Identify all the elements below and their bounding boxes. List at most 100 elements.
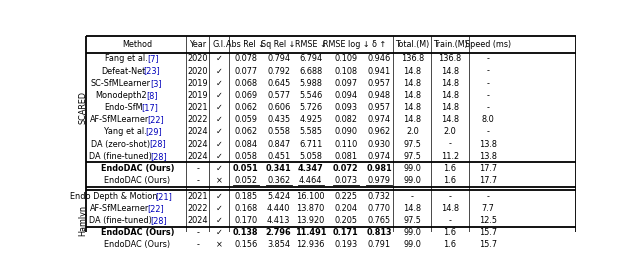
Text: Yang et al.: Yang et al. (104, 127, 147, 136)
Text: EndoDAC (Ours): EndoDAC (Ours) (100, 228, 174, 237)
Text: 12.936: 12.936 (296, 240, 325, 250)
Text: 2.0: 2.0 (444, 127, 456, 136)
Text: Speed (ms): Speed (ms) (465, 40, 511, 49)
Text: Fang et al.: Fang et al. (105, 54, 148, 63)
Text: ×: × (216, 176, 223, 185)
Text: 0.058: 0.058 (234, 152, 257, 161)
Text: [22]: [22] (147, 204, 164, 213)
Text: 13.8: 13.8 (479, 152, 497, 161)
Text: -: - (196, 228, 199, 237)
Text: [3]: [3] (150, 79, 162, 88)
Text: 0.451: 0.451 (267, 152, 291, 161)
Text: 0.062: 0.062 (234, 127, 257, 136)
Text: 5.988: 5.988 (299, 79, 322, 88)
Text: ✓: ✓ (216, 204, 223, 213)
Text: ✓: ✓ (216, 164, 223, 173)
Text: 0.765: 0.765 (368, 216, 391, 225)
Text: 14.8: 14.8 (441, 204, 459, 213)
Text: 0.981: 0.981 (367, 164, 392, 173)
Text: 2024: 2024 (188, 216, 208, 225)
Text: 15.7: 15.7 (479, 240, 497, 250)
Text: 0.059: 0.059 (234, 115, 257, 124)
Text: G.I.: G.I. (212, 40, 226, 49)
Text: 0.168: 0.168 (234, 204, 257, 213)
Text: ✓: ✓ (216, 67, 223, 76)
Text: 0.077: 0.077 (234, 67, 257, 76)
Text: 14.8: 14.8 (403, 204, 421, 213)
Text: -: - (196, 240, 199, 250)
Text: 5.058: 5.058 (299, 152, 322, 161)
Text: 17.7: 17.7 (479, 176, 497, 185)
Text: DA (zero-shot): DA (zero-shot) (92, 140, 150, 149)
Text: 0.204: 0.204 (334, 204, 357, 213)
Text: 15.7: 15.7 (479, 228, 497, 237)
Text: -: - (486, 192, 490, 201)
Text: 0.948: 0.948 (368, 91, 391, 100)
Text: ✓: ✓ (216, 91, 223, 100)
Text: 0.108: 0.108 (334, 67, 357, 76)
Text: Train.(M): Train.(M) (433, 40, 467, 49)
Text: 99.0: 99.0 (403, 164, 421, 173)
Text: [28]: [28] (149, 140, 166, 149)
Text: Endo-SfM: Endo-SfM (104, 103, 143, 112)
Text: 0.082: 0.082 (334, 115, 357, 124)
Text: ✓: ✓ (216, 54, 223, 63)
Text: RMSE ↓: RMSE ↓ (295, 40, 326, 49)
Text: 14.8: 14.8 (403, 103, 421, 112)
Text: 0.062: 0.062 (234, 103, 257, 112)
Text: 97.5: 97.5 (403, 140, 421, 149)
Text: 97.5: 97.5 (403, 152, 421, 161)
Text: -: - (486, 67, 490, 76)
Text: 0.962: 0.962 (368, 127, 391, 136)
Text: 16.100: 16.100 (296, 192, 325, 201)
Text: 0.792: 0.792 (267, 67, 290, 76)
Text: 2022: 2022 (188, 115, 208, 124)
Text: -: - (486, 103, 490, 112)
Text: -: - (196, 164, 199, 173)
Text: AF-SfMLearner: AF-SfMLearner (90, 115, 149, 124)
Text: -: - (486, 127, 490, 136)
Text: 0.979: 0.979 (368, 176, 391, 185)
Text: 0.974: 0.974 (368, 152, 391, 161)
Text: 0.156: 0.156 (234, 240, 257, 250)
Text: ✓: ✓ (216, 115, 223, 124)
Text: 136.8: 136.8 (438, 54, 461, 63)
Text: -: - (449, 216, 451, 225)
Text: 6.688: 6.688 (299, 67, 323, 76)
Text: [22]: [22] (147, 115, 164, 124)
Text: 0.645: 0.645 (267, 79, 291, 88)
Text: 6.711: 6.711 (299, 140, 323, 149)
Text: 5.585: 5.585 (299, 127, 322, 136)
Text: 17.7: 17.7 (479, 164, 497, 173)
Text: Year: Year (189, 40, 206, 49)
Text: [7]: [7] (147, 54, 159, 63)
Text: 2.0: 2.0 (406, 127, 419, 136)
Text: [17]: [17] (141, 103, 157, 112)
Text: ✓: ✓ (216, 192, 223, 201)
Text: 0.193: 0.193 (334, 240, 357, 250)
Text: -: - (196, 176, 199, 185)
Text: Abs Rel ↓: Abs Rel ↓ (226, 40, 265, 49)
Text: 2020: 2020 (188, 67, 208, 76)
Text: [23]: [23] (143, 67, 160, 76)
Text: 11.491: 11.491 (295, 228, 326, 237)
Text: 14.8: 14.8 (441, 115, 459, 124)
Text: ✓: ✓ (216, 103, 223, 112)
Text: 99.0: 99.0 (403, 228, 421, 237)
Text: DA (fine-tuned): DA (fine-tuned) (89, 152, 152, 161)
Text: 14.8: 14.8 (441, 103, 459, 112)
Text: 0.957: 0.957 (368, 79, 391, 88)
Text: 0.847: 0.847 (267, 140, 290, 149)
Text: δ ↑: δ ↑ (372, 40, 387, 49)
Text: 0.170: 0.170 (234, 216, 257, 225)
Text: 0.225: 0.225 (334, 192, 357, 201)
Text: 0.732: 0.732 (368, 192, 391, 201)
Text: 0.068: 0.068 (234, 79, 257, 88)
Text: ✓: ✓ (216, 79, 223, 88)
Text: 2020: 2020 (188, 54, 208, 63)
Text: 0.813: 0.813 (367, 228, 392, 237)
Text: 2022: 2022 (188, 204, 208, 213)
Text: 0.770: 0.770 (368, 204, 391, 213)
Text: 0.171: 0.171 (333, 228, 358, 237)
Text: 7.7: 7.7 (481, 204, 494, 213)
